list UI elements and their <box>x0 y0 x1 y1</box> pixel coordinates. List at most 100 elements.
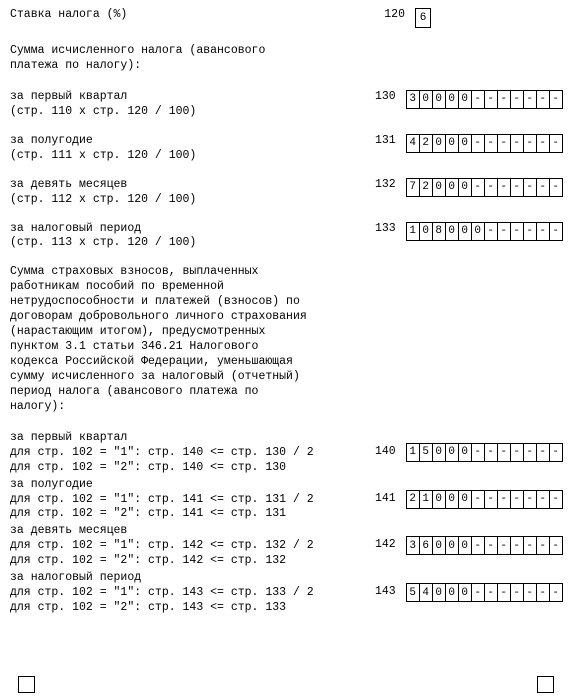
cell[interactable]: - <box>549 536 563 555</box>
cell[interactable]: - <box>497 443 511 462</box>
cell[interactable]: - <box>497 536 511 555</box>
cell[interactable]: 3 <box>406 90 420 109</box>
cell[interactable]: 5 <box>406 583 420 602</box>
cell[interactable]: 7 <box>406 178 420 197</box>
cell[interactable]: - <box>497 222 511 241</box>
cell[interactable]: - <box>510 443 524 462</box>
cell[interactable]: - <box>510 178 524 197</box>
cell[interactable]: - <box>536 222 550 241</box>
cell[interactable]: - <box>549 178 563 197</box>
cell[interactable]: - <box>484 443 498 462</box>
cell[interactable]: - <box>484 583 498 602</box>
cell[interactable]: 0 <box>432 134 446 153</box>
cell[interactable]: - <box>523 490 537 509</box>
cell[interactable]: - <box>471 90 485 109</box>
cell[interactable]: 0 <box>445 90 459 109</box>
cell[interactable]: - <box>497 490 511 509</box>
cell[interactable]: 0 <box>419 90 433 109</box>
cell[interactable]: 0 <box>445 536 459 555</box>
cell[interactable]: - <box>549 490 563 509</box>
cell[interactable]: 0 <box>458 222 472 241</box>
cell[interactable]: - <box>536 583 550 602</box>
cells-133[interactable]: 108000------ <box>406 222 563 241</box>
cell[interactable]: 0 <box>445 490 459 509</box>
cell[interactable]: - <box>510 583 524 602</box>
cells-132[interactable]: 72000------- <box>406 178 563 197</box>
cell[interactable]: 0 <box>432 90 446 109</box>
cell[interactable]: 0 <box>445 134 459 153</box>
cell[interactable]: - <box>484 222 498 241</box>
cell[interactable]: 6 <box>419 536 433 555</box>
cell[interactable]: - <box>471 443 485 462</box>
cell[interactable]: 0 <box>458 583 472 602</box>
cell[interactable]: 0 <box>432 536 446 555</box>
cell[interactable]: - <box>523 90 537 109</box>
cell[interactable]: 0 <box>432 490 446 509</box>
cell[interactable]: 4 <box>406 134 420 153</box>
cell[interactable]: - <box>484 90 498 109</box>
cell[interactable]: - <box>471 536 485 555</box>
cell[interactable]: - <box>471 178 485 197</box>
cell[interactable]: - <box>497 583 511 602</box>
cell[interactable]: 0 <box>432 443 446 462</box>
cell[interactable]: - <box>471 490 485 509</box>
cell[interactable]: - <box>523 134 537 153</box>
cell[interactable]: 0 <box>445 583 459 602</box>
cell[interactable]: - <box>549 134 563 153</box>
cell[interactable]: 2 <box>419 134 433 153</box>
cell[interactable]: - <box>549 90 563 109</box>
cell[interactable]: - <box>510 536 524 555</box>
cell[interactable]: 3 <box>406 536 420 555</box>
cell[interactable]: 0 <box>445 443 459 462</box>
cells-143[interactable]: 54000------- <box>406 583 563 602</box>
cells-130[interactable]: 30000------- <box>406 90 563 109</box>
cell[interactable]: 0 <box>458 90 472 109</box>
cell[interactable]: 0 <box>445 222 459 241</box>
cell[interactable]: - <box>510 490 524 509</box>
cell[interactable]: 0 <box>432 583 446 602</box>
cell[interactable]: - <box>497 90 511 109</box>
cell[interactable]: - <box>471 134 485 153</box>
cell[interactable]: - <box>497 134 511 153</box>
cell[interactable]: 0 <box>458 178 472 197</box>
cell[interactable]: - <box>536 443 550 462</box>
cell[interactable]: - <box>536 90 550 109</box>
cell[interactable]: - <box>523 222 537 241</box>
cell[interactable]: - <box>523 178 537 197</box>
cell[interactable]: 1 <box>406 222 420 241</box>
cell[interactable]: 0 <box>445 178 459 197</box>
cell[interactable]: 4 <box>419 583 433 602</box>
cells-140[interactable]: 15000------- <box>406 443 563 462</box>
cell[interactable]: - <box>536 134 550 153</box>
cell[interactable]: - <box>510 222 524 241</box>
cell[interactable]: 0 <box>432 178 446 197</box>
cell[interactable]: - <box>484 178 498 197</box>
cell[interactable]: - <box>549 443 563 462</box>
cell[interactable]: - <box>536 536 550 555</box>
cell[interactable]: - <box>523 536 537 555</box>
cell[interactable]: 6 <box>415 8 431 28</box>
cell[interactable]: - <box>510 134 524 153</box>
cell[interactable]: - <box>484 490 498 509</box>
cell[interactable]: 0 <box>458 490 472 509</box>
cell[interactable]: 2 <box>419 178 433 197</box>
cell[interactable]: - <box>523 443 537 462</box>
cell[interactable]: 2 <box>406 490 420 509</box>
cell[interactable]: 1 <box>406 443 420 462</box>
cell[interactable]: - <box>484 134 498 153</box>
cell[interactable]: - <box>471 583 485 602</box>
cell[interactable]: - <box>549 583 563 602</box>
cells-141[interactable]: 21000------- <box>406 490 563 509</box>
cell[interactable]: 0 <box>458 134 472 153</box>
cell[interactable]: - <box>549 222 563 241</box>
cell[interactable]: - <box>536 178 550 197</box>
cell[interactable]: 0 <box>458 536 472 555</box>
cells-142[interactable]: 36000------- <box>406 536 563 555</box>
cell[interactable]: - <box>510 90 524 109</box>
cell[interactable]: - <box>536 490 550 509</box>
cell[interactable]: 8 <box>432 222 446 241</box>
cell[interactable]: 1 <box>419 490 433 509</box>
cell[interactable]: - <box>497 178 511 197</box>
cell[interactable]: - <box>484 536 498 555</box>
cell[interactable]: 0 <box>419 222 433 241</box>
